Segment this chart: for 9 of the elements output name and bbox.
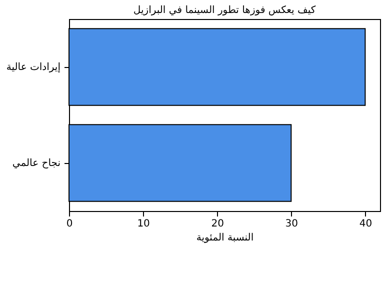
x-axis-title: النسبة المئوية [196,232,254,244]
x-tick-label: 0 [66,218,73,230]
x-tick-label: 10 [137,218,150,230]
y-tick-label: نجاح عالمي [12,158,60,169]
x-tick-label: 30 [285,218,298,230]
x-tick-label: 20 [211,218,224,230]
x-tick-label: 40 [359,218,372,230]
y-tick-label: إيرادات عالية [6,62,61,73]
chart-title: كيف يعكس فوزها تطور السينما في البرازيل [133,5,316,16]
